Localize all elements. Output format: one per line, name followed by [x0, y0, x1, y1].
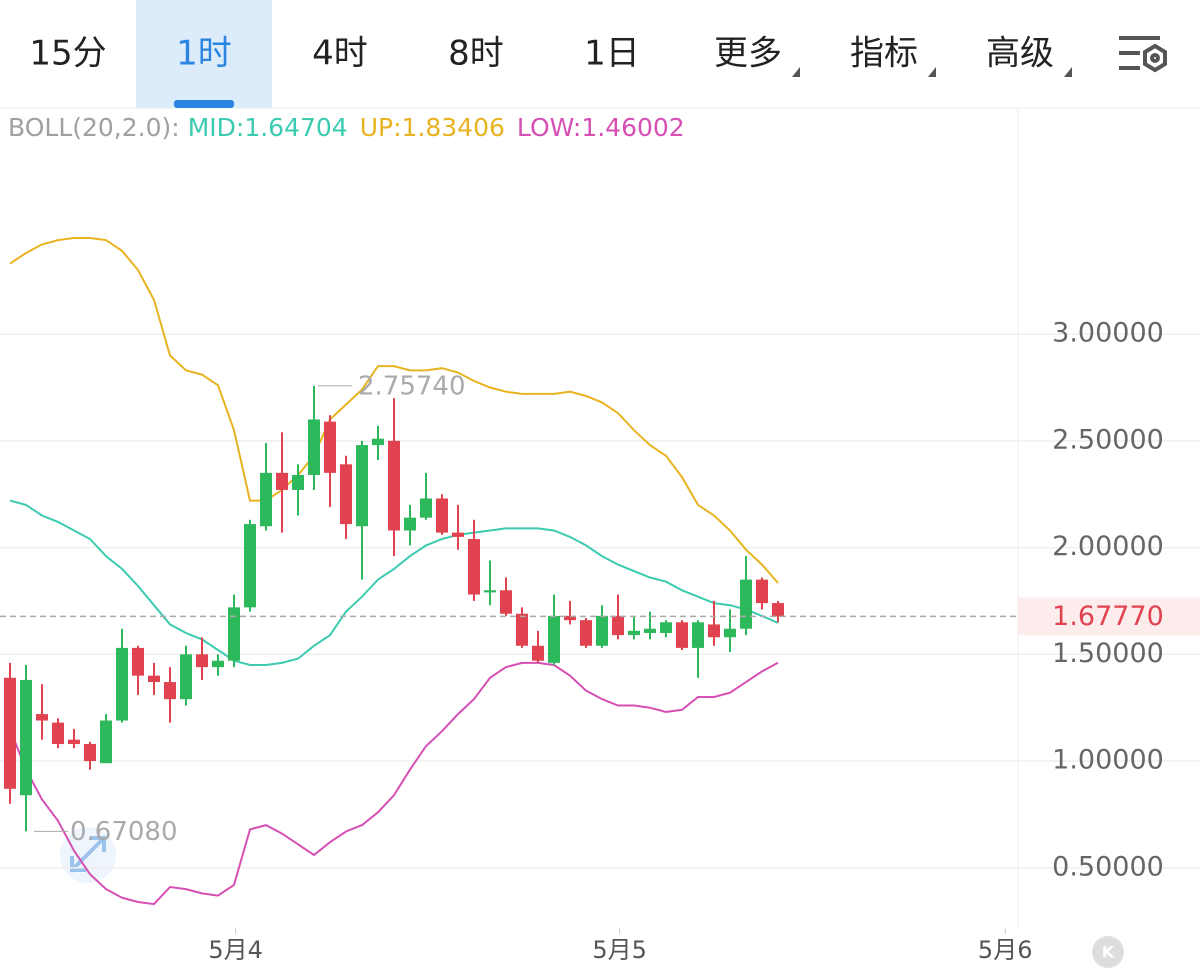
candle-body: [580, 620, 592, 646]
candle-body: [116, 647, 128, 721]
last-price-label: 1.67770: [1052, 601, 1164, 632]
legend-name: LOW:: [517, 113, 581, 142]
tab[interactable]: 高级: [986, 34, 1054, 74]
candle-body: [388, 440, 400, 531]
candle-body: [20, 679, 32, 796]
candle-body: [340, 464, 352, 525]
legend-value: 1.64704: [244, 113, 347, 142]
candle-body: [84, 743, 96, 762]
candle-body: [100, 720, 112, 764]
candle-body: [548, 615, 560, 663]
zoom-icon[interactable]: [60, 827, 116, 883]
candle-body: [564, 615, 576, 621]
candle-body: [612, 615, 624, 636]
y-tick-label: 1.50000: [1052, 638, 1164, 669]
indicator-name: BOLL(20,2.0):: [8, 113, 180, 142]
candle-body: [372, 438, 384, 446]
x-tick-label: 5月5: [592, 936, 647, 964]
candle-body: [244, 524, 256, 608]
dropdown-caret: [792, 67, 800, 77]
candle-body: [436, 498, 448, 533]
candle-body: [740, 579, 752, 629]
candle-body: [324, 421, 336, 473]
low-label: 0.67080: [70, 817, 178, 847]
candle-body: [4, 677, 16, 789]
candle-body: [228, 607, 240, 661]
active-tab-bg: [136, 0, 272, 108]
y-tick-label: 3.00000: [1052, 318, 1164, 349]
candle-body: [532, 645, 544, 661]
boll-line: [9, 661, 779, 906]
candle-body: [660, 622, 672, 633]
candle-body: [596, 615, 608, 646]
candle-body: [516, 613, 528, 646]
candle-body: [36, 714, 48, 721]
candle-body: [644, 628, 656, 633]
candle-body: [772, 603, 784, 617]
dropdown-caret: [928, 67, 936, 77]
y-tick-label: 2.00000: [1052, 531, 1164, 562]
candle-body: [468, 539, 480, 595]
tab[interactable]: 1时: [176, 34, 232, 74]
candle-body: [164, 682, 176, 700]
active-tab-indicator: [174, 100, 234, 108]
k-button[interactable]: [1092, 936, 1124, 968]
candle-body: [260, 472, 272, 527]
candle-body: [724, 628, 736, 638]
candle-body: [756, 579, 768, 604]
candle-body: [356, 445, 368, 527]
tab[interactable]: 更多: [714, 34, 782, 74]
candle-body: [500, 590, 512, 614]
candle-body: [676, 622, 688, 648]
candle-body: [420, 498, 432, 518]
candle-body: [484, 590, 496, 593]
y-tick-label: 2.50000: [1052, 424, 1164, 455]
k-button-label: K: [1102, 943, 1115, 962]
candle-body: [196, 654, 208, 668]
tab[interactable]: 4时: [312, 34, 368, 74]
candle-body: [148, 675, 160, 683]
last-price-bg: [1018, 597, 1200, 636]
legend-value: 1.46002: [581, 113, 684, 142]
tab[interactable]: 指标: [850, 34, 918, 74]
tab[interactable]: 8时: [448, 34, 504, 74]
candle-body: [276, 472, 288, 490]
candle-body: [52, 722, 64, 744]
indicator-legend: BOLL(20,2.0): MID:1.64704 UP:1.83406 LOW:1.…: [8, 113, 685, 142]
x-tick-label: 5月6: [978, 936, 1033, 964]
legend-name: MID:: [188, 113, 245, 142]
candle-body: [180, 654, 192, 700]
candle-body: [68, 739, 80, 744]
candle-body: [692, 622, 704, 648]
candle-body: [292, 474, 304, 490]
y-tick-label: 0.50000: [1052, 851, 1164, 882]
y-tick-label: 1.00000: [1052, 745, 1164, 776]
candle-body: [132, 647, 144, 676]
candle-body: [708, 624, 720, 638]
settings-icon[interactable]: [1119, 36, 1167, 73]
candle-body: [404, 517, 416, 531]
boll-line: [9, 499, 779, 666]
high-label: 2.75740: [358, 371, 466, 401]
boll-line: [9, 237, 779, 584]
x-tick-label: 5月4: [208, 936, 263, 964]
candle-body: [628, 630, 640, 636]
dropdown-caret: [1064, 67, 1072, 77]
legend-value: 1.83406: [402, 113, 505, 142]
tab[interactable]: 15分: [29, 34, 106, 74]
candle-body: [452, 532, 464, 537]
candle-body: [308, 419, 320, 475]
legend-name: UP:: [360, 113, 402, 142]
tab[interactable]: 1日: [584, 34, 640, 74]
candle-body: [212, 660, 224, 668]
